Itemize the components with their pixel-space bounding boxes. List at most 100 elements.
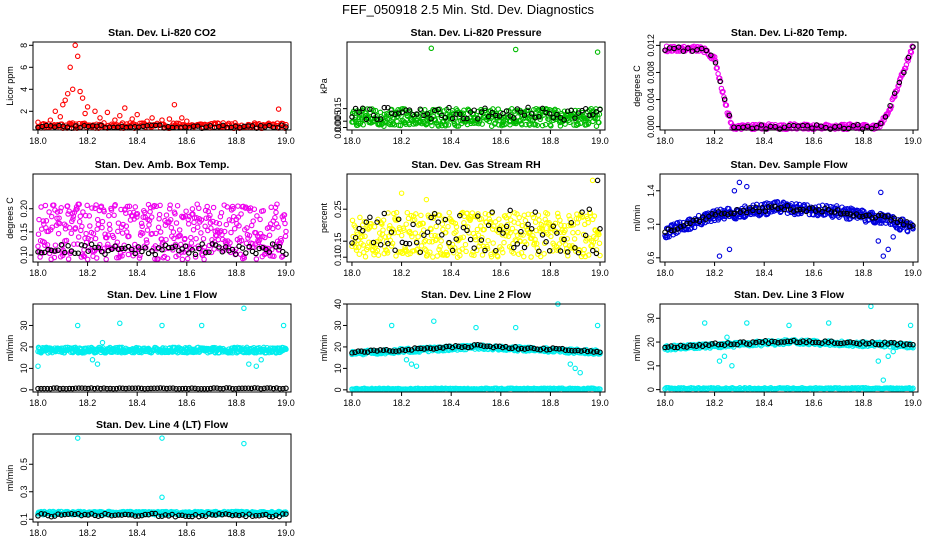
- data-point: [62, 97, 68, 104]
- data-point: [173, 253, 179, 260]
- data-points: [35, 42, 289, 132]
- y-axis-label: ml/min: [319, 335, 329, 362]
- data-point: [165, 244, 172, 251]
- data-point: [132, 250, 138, 257]
- data-point: [427, 249, 433, 255]
- data-point: [804, 123, 811, 129]
- data-point: [122, 105, 128, 111]
- data-point: [93, 202, 99, 208]
- data-point: [114, 254, 120, 261]
- data-point: [216, 220, 223, 227]
- panel-4: Stan. Dev. Amb. Box Temp.18.0 18.2 18.4 18.…: [5, 159, 295, 278]
- data-points: [349, 301, 603, 393]
- data-point: [63, 237, 70, 244]
- data-point: [444, 251, 451, 258]
- data-point: [907, 223, 913, 230]
- data-point: [723, 102, 730, 108]
- data-point: [204, 203, 210, 210]
- data-point: [172, 243, 179, 249]
- data-point: [493, 247, 499, 254]
- data-point: [726, 112, 733, 119]
- data-point: [269, 241, 276, 247]
- data-point: [746, 205, 753, 211]
- data-point: [758, 122, 765, 128]
- data-point: [215, 229, 221, 235]
- data-point: [519, 222, 526, 229]
- data-point: [397, 122, 404, 129]
- data-point: [42, 242, 48, 249]
- data-point: [731, 210, 737, 217]
- data-point: [475, 116, 481, 122]
- x-tick-label: 18.6: [805, 398, 823, 408]
- data-point: [880, 253, 887, 259]
- data-point: [449, 247, 456, 254]
- data-point: [148, 214, 155, 220]
- data-point: [281, 212, 288, 218]
- data-points: [349, 45, 603, 129]
- data-point: [374, 238, 380, 245]
- data-point: [54, 215, 60, 222]
- data-point: [80, 209, 86, 215]
- data-point: [495, 253, 501, 260]
- data-point: [395, 216, 402, 222]
- data-point: [478, 223, 484, 229]
- data-point: [539, 122, 546, 129]
- data-point: [84, 104, 91, 110]
- data-point: [74, 53, 81, 60]
- data-point: [229, 203, 236, 210]
- data-point: [514, 106, 521, 112]
- x-tick-label: 18.6: [178, 398, 196, 408]
- data-point: [548, 233, 554, 240]
- data-point: [251, 206, 258, 212]
- data-point: [460, 234, 467, 240]
- data-point: [101, 208, 107, 215]
- data-point: [415, 234, 421, 240]
- x-tick-label: 18.8: [542, 268, 560, 278]
- data-point: [797, 206, 803, 213]
- data-point: [241, 305, 247, 312]
- data-point: [196, 205, 202, 212]
- data-point: [377, 116, 384, 122]
- data-point: [219, 249, 226, 255]
- data-point: [403, 121, 409, 127]
- data-point: [594, 49, 601, 55]
- data-point: [446, 209, 452, 216]
- data-point: [208, 225, 214, 231]
- x-tick-label: 18.4: [128, 136, 146, 146]
- data-point: [784, 203, 791, 209]
- data-point: [417, 106, 424, 112]
- x-tick-label: 18.0: [343, 136, 361, 146]
- data-point: [377, 109, 384, 116]
- data-point: [873, 122, 880, 129]
- data-point: [887, 106, 894, 112]
- x-tick-label: 19.0: [904, 136, 922, 146]
- data-point: [191, 215, 198, 221]
- data-point: [518, 109, 524, 115]
- data-point: [868, 303, 874, 310]
- data-point: [365, 244, 371, 251]
- data-point: [546, 110, 553, 117]
- data-point: [729, 363, 735, 369]
- data-point: [47, 117, 54, 123]
- data-point: [352, 105, 359, 112]
- data-point: [372, 107, 379, 114]
- data-point: [567, 361, 574, 367]
- data-point: [477, 240, 483, 246]
- panel-title: Stan. Dev. Li-820 Temp.: [731, 27, 847, 39]
- data-point: [500, 249, 506, 256]
- data-point: [550, 223, 557, 230]
- data-point: [139, 230, 146, 237]
- data-point: [768, 204, 775, 210]
- data-point: [210, 218, 216, 225]
- x-tick-label: 18.0: [29, 136, 47, 146]
- data-point: [149, 230, 155, 237]
- data-point: [662, 47, 668, 53]
- data-point: [76, 201, 82, 208]
- data-point: [525, 104, 531, 111]
- data-point: [117, 253, 123, 260]
- data-point: [582, 232, 589, 239]
- data-point: [452, 115, 459, 121]
- data-point: [283, 385, 289, 392]
